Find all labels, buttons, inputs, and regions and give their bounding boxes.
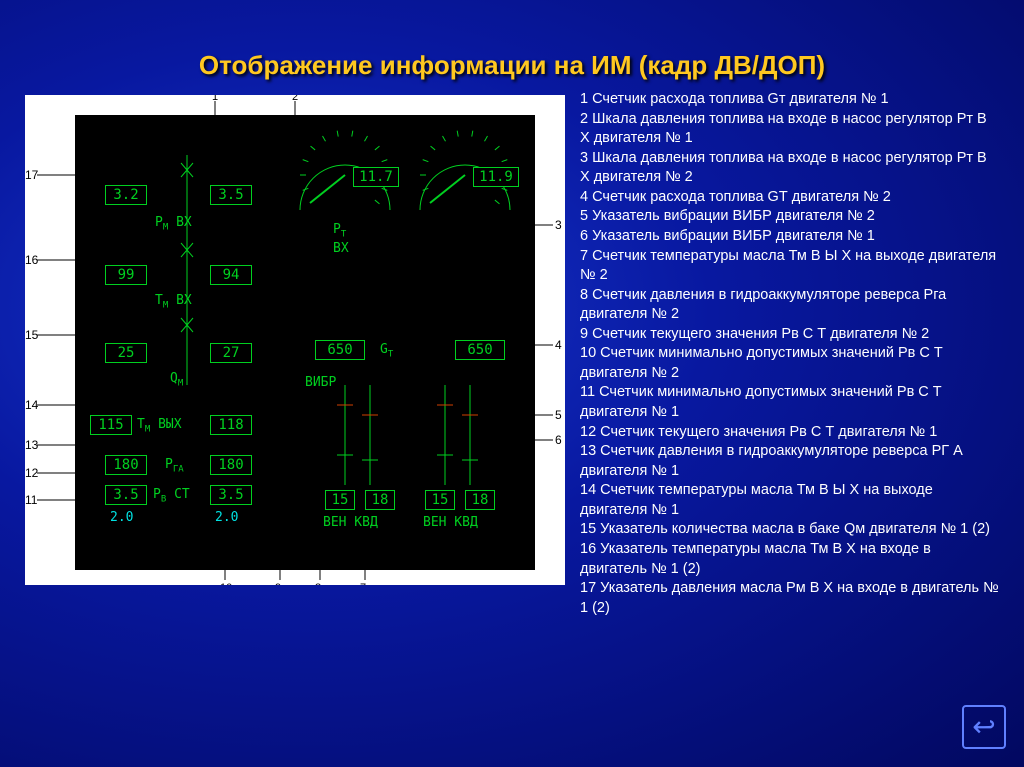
venkvd1: ВЕН КВД <box>323 515 378 530</box>
gt-label: GТ <box>380 342 393 360</box>
gauge-1-val: 11.7 <box>353 167 399 187</box>
page-title: Отображение информации на ИМ (кадр ДВ/ДО… <box>0 50 1024 81</box>
legend-item: 6 Указатель вибрации ВИБР двигателя № 1 <box>580 227 1000 247</box>
pm-vx-label: PМ ВХ <box>155 215 192 233</box>
pga-2: 180 <box>210 455 252 475</box>
venkvd2: ВЕН КВД <box>423 515 478 530</box>
qm-1: 25 <box>105 343 147 363</box>
legend-item: 8 Счетчик давления в гидроаккумуляторе р… <box>580 286 1000 325</box>
svg-text:9: 9 <box>275 582 281 585</box>
svg-text:3: 3 <box>555 218 562 232</box>
ven2a: 15 <box>425 490 455 510</box>
svg-text:14: 14 <box>25 398 39 412</box>
tm-vx-1: 99 <box>105 265 147 285</box>
pm-vx-2: 3.5 <box>210 185 252 205</box>
ven1b: 18 <box>365 490 395 510</box>
svg-text:16: 16 <box>25 253 39 267</box>
svg-text:17: 17 <box>25 168 39 182</box>
svg-text:12: 12 <box>25 466 39 480</box>
gauge-2-val: 11.9 <box>473 167 519 187</box>
vibr-label: ВИБР <box>305 375 336 390</box>
svg-text:1: 1 <box>212 95 218 103</box>
legend-item: 11 Счетчик минимально допустимых значени… <box>580 383 1000 422</box>
pga-1: 180 <box>105 455 147 475</box>
svg-text:7: 7 <box>360 582 366 585</box>
qm-2: 27 <box>210 343 252 363</box>
legend-item: 9 Счетчик текущего значения Рв С Т двига… <box>580 325 1000 345</box>
gt-2: 650 <box>455 340 505 360</box>
legend-item: 15 Указатель количества масла в баке Qм … <box>580 520 1000 540</box>
return-icon[interactable]: ↩ <box>962 705 1006 749</box>
pvst-1: 3.5 <box>105 485 147 505</box>
tm-vx-label: ТМ ВХ <box>155 293 192 311</box>
svg-text:11: 11 <box>25 493 38 507</box>
tm-vyh-1: 115 <box>90 415 132 435</box>
svg-text:13: 13 <box>25 438 39 452</box>
legend-item: 3 Шкала давления топлива на входе в насо… <box>580 149 1000 188</box>
svg-text:4: 4 <box>555 338 562 352</box>
tm-vyh-label: ТМ ВЫХ <box>137 417 182 435</box>
svg-text:10: 10 <box>220 582 232 585</box>
pvst-label: РВ СТ <box>153 487 190 505</box>
legend-item: 16 Указатель температуры масла Тм В Х на… <box>580 540 1000 579</box>
legend-item: 14 Счетчик температуры масла Тм В Ы Х на… <box>580 481 1000 520</box>
svg-text:6: 6 <box>555 433 562 447</box>
ven2b: 18 <box>465 490 495 510</box>
svg-text:15: 15 <box>25 328 39 342</box>
legend-item: 10 Счетчик минимально допустимых значени… <box>580 344 1000 383</box>
panel-diagram: 1716151413121134561210987 <box>25 95 565 585</box>
legend-item: 12 Счетчик текущего значения Рв С Т двиг… <box>580 423 1000 443</box>
min-2: 2.0 <box>215 510 238 525</box>
qm-label: QМ <box>170 371 183 389</box>
tm-vx-2: 94 <box>210 265 252 285</box>
pga-label: РГА <box>165 457 184 475</box>
min-1: 2.0 <box>110 510 133 525</box>
legend-item: 1 Счетчик расхода топлива Gт двигателя №… <box>580 90 1000 110</box>
pvst-2: 3.5 <box>210 485 252 505</box>
legend-list: 1 Счетчик расхода топлива Gт двигателя №… <box>580 90 1000 618</box>
legend-item: 13 Счетчик давления в гидроаккумуляторе … <box>580 442 1000 481</box>
gauge-label: PТВХ <box>333 223 349 255</box>
instrument-panel: 3.2 3.5 PМ ВХ 99 94 ТМ ВХ 25 27 QМ 115 Т… <box>75 115 535 570</box>
tm-vyh-2: 118 <box>210 415 252 435</box>
legend-item: 7 Счетчик температуры масла Тм В Ы Х на … <box>580 247 1000 286</box>
svg-text:8: 8 <box>315 582 321 585</box>
legend-item: 17 Указатель давления масла Рм В Х на вх… <box>580 579 1000 618</box>
legend-item: 5 Указатель вибрации ВИБР двигателя № 2 <box>580 207 1000 227</box>
ven1a: 15 <box>325 490 355 510</box>
svg-text:5: 5 <box>555 408 562 422</box>
pm-vx-1: 3.2 <box>105 185 147 205</box>
legend-item: 4 Счетчик расхода топлива GТ двигателя №… <box>580 188 1000 208</box>
legend-item: 2 Шкала давления топлива на входе в насо… <box>580 110 1000 149</box>
gt-1: 650 <box>315 340 365 360</box>
svg-text:2: 2 <box>292 95 298 103</box>
